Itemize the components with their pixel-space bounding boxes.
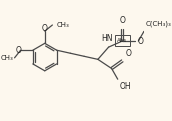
Text: C(CH₃)₃: C(CH₃)₃ (146, 20, 172, 26)
Text: OH: OH (119, 82, 131, 91)
Text: O: O (125, 49, 131, 58)
Text: O: O (42, 24, 48, 33)
Text: Abs: Abs (117, 38, 127, 43)
Text: CH₃: CH₃ (0, 55, 13, 61)
Text: HN: HN (101, 34, 113, 43)
Text: CH₃: CH₃ (56, 22, 69, 28)
Text: O: O (15, 46, 21, 55)
Text: O: O (119, 16, 125, 25)
Text: O: O (138, 37, 143, 45)
